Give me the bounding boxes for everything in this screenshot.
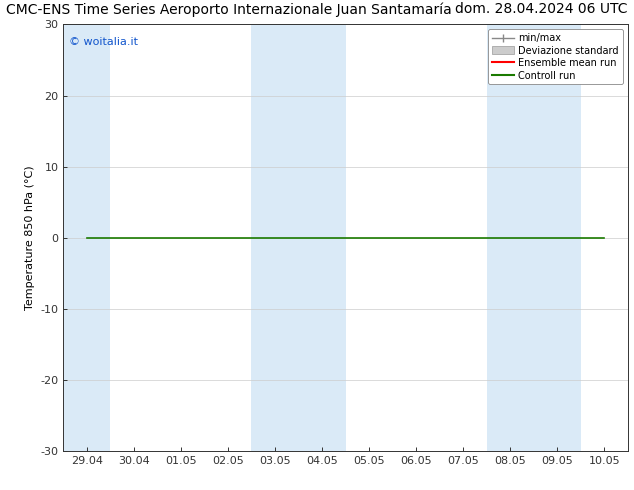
- Y-axis label: Temperature 850 hPa (°C): Temperature 850 hPa (°C): [25, 165, 35, 310]
- Text: CMC-ENS Time Series Aeroporto Internazionale Juan Santamaría: CMC-ENS Time Series Aeroporto Internazio…: [6, 2, 452, 17]
- Text: © woitalia.it: © woitalia.it: [69, 37, 138, 48]
- Bar: [252, 24, 346, 451]
- Bar: [63, 24, 110, 451]
- Bar: [486, 24, 581, 451]
- Legend: min/max, Deviazione standard, Ensemble mean run, Controll run: min/max, Deviazione standard, Ensemble m…: [488, 29, 623, 84]
- Text: dom. 28.04.2024 06 UTC: dom. 28.04.2024 06 UTC: [455, 2, 628, 17]
